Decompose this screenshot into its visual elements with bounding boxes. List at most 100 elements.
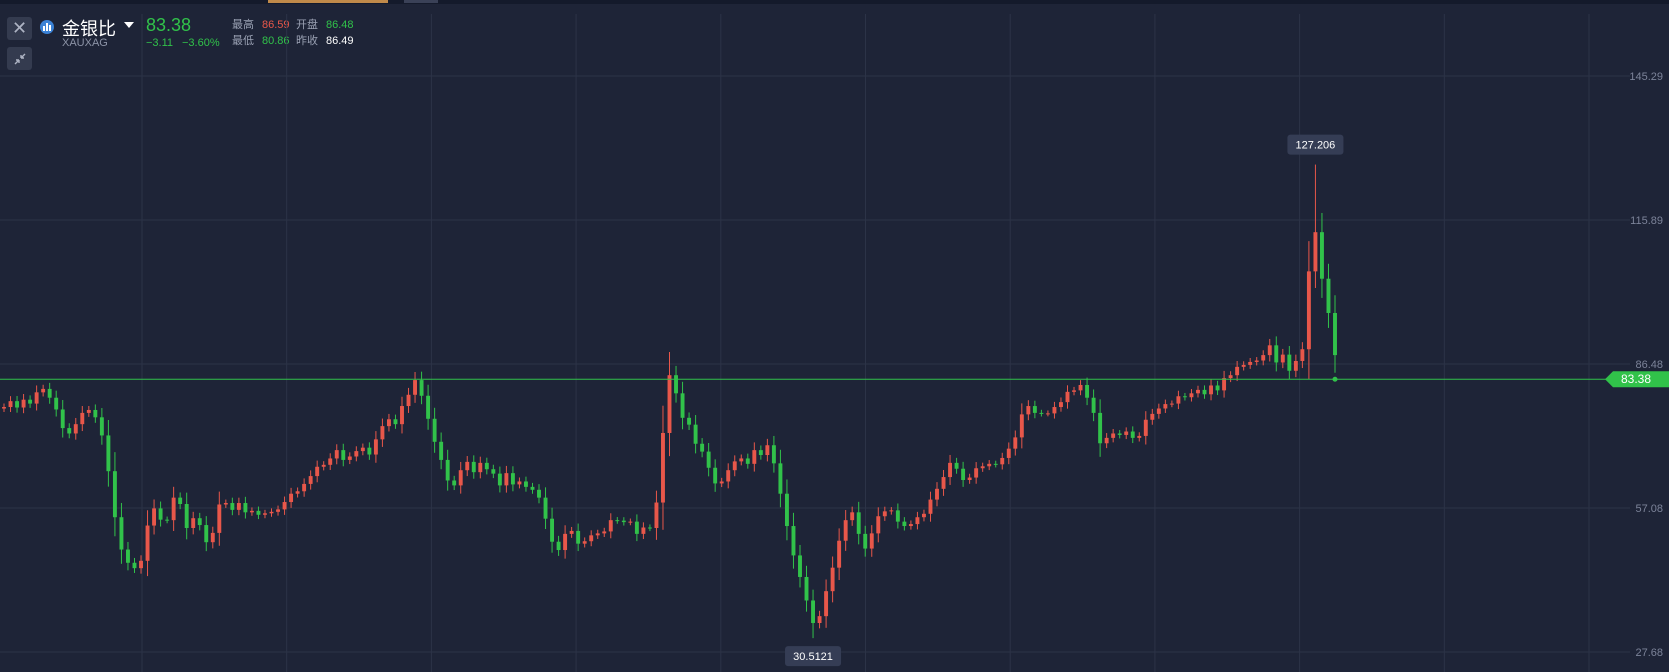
candle-body [954, 462, 959, 469]
y-axis-tick-label: 86.48 [1635, 359, 1663, 371]
candle-body [1065, 391, 1070, 403]
candle-body [419, 380, 424, 396]
current-price-dot [1332, 376, 1338, 382]
candle-body [152, 508, 157, 526]
candle-body [491, 469, 496, 474]
candle-body [661, 432, 665, 503]
stat-high-label: 最高 [232, 19, 254, 31]
candle-body [67, 428, 72, 434]
candle-body [8, 401, 13, 408]
candle-body [1026, 406, 1031, 415]
candle-body [458, 470, 463, 486]
candle-body [863, 533, 868, 549]
candle-body [1280, 354, 1285, 363]
candle-body [1117, 433, 1122, 435]
candle-body [1137, 435, 1142, 438]
candle-body [1313, 232, 1318, 272]
candle-body [980, 466, 985, 469]
max-value-label: 127.206 [1296, 140, 1336, 152]
max-value-tag [1287, 134, 1344, 155]
candle-body [817, 616, 822, 624]
stat-low: 最低 80.86 [232, 32, 290, 48]
candle-body [693, 424, 698, 444]
candle-body [1254, 360, 1259, 362]
top-bar-tab-indicator[interactable] [404, 0, 438, 3]
candle-body [987, 463, 992, 467]
candle-body [1032, 406, 1037, 413]
collapse-button[interactable] [7, 47, 32, 70]
candle-body [1261, 355, 1266, 361]
y-axis-tick-label: 57.08 [1635, 503, 1663, 515]
candle-body [243, 503, 248, 513]
candle-body [15, 401, 20, 408]
candle-body [1176, 396, 1181, 404]
candle-body [249, 510, 254, 513]
candle-body [34, 392, 39, 404]
candle-body [1143, 419, 1148, 436]
candle-body [739, 458, 744, 462]
candle-body [354, 451, 359, 457]
candle-body [295, 491, 300, 494]
candle-body [145, 525, 150, 561]
min-value-label: 30.5121 [793, 651, 833, 663]
candle-body [1189, 393, 1194, 398]
top-bar [0, 0, 1669, 4]
candle-body [1072, 390, 1076, 392]
candle-body [341, 450, 346, 460]
candle-body [1235, 366, 1240, 376]
symbol-name[interactable]: 金银比 [62, 19, 116, 39]
caret-down-icon[interactable] [124, 22, 134, 28]
candle-body [171, 497, 176, 521]
candle-body [621, 520, 626, 523]
candle-body [132, 562, 137, 569]
candle-body [1130, 431, 1135, 438]
candle-body [654, 502, 659, 528]
collapse-arrows-icon [14, 53, 25, 64]
candle-body [230, 503, 235, 510]
candle-body [732, 461, 737, 471]
candle-body [543, 497, 548, 519]
candle-body [1182, 396, 1187, 398]
symbol-code: XAUXAG [62, 37, 108, 49]
candle-body [967, 477, 972, 480]
candle-body [1124, 431, 1129, 435]
candle-body [432, 418, 437, 442]
stat-prev-label: 昨收 [296, 35, 318, 47]
candle-body [634, 521, 639, 534]
last-price: 83.38 [146, 15, 192, 35]
candle-body [752, 450, 757, 464]
candle-body [1169, 403, 1174, 405]
candle-body [119, 517, 124, 550]
candle-body [1156, 408, 1161, 414]
candle-body [178, 497, 183, 504]
stat-open-label: 开盘 [296, 19, 318, 31]
candle-body [719, 481, 724, 484]
candle-body [60, 409, 65, 429]
stat-low-label: 最低 [232, 35, 254, 47]
candle-body [197, 518, 202, 526]
candle-body [778, 463, 783, 494]
top-bar-tab-indicator[interactable] [268, 0, 388, 3]
candle-body [1326, 278, 1331, 313]
candle-body [204, 525, 209, 543]
stat-low-value: 80.86 [262, 35, 290, 47]
candle-body [647, 527, 652, 529]
candle-body [308, 476, 313, 484]
candle-body [758, 450, 763, 456]
candle-body [497, 473, 502, 486]
candle-body [961, 468, 966, 480]
candle-body [1091, 397, 1096, 413]
y-axis-tick-label: 27.68 [1635, 647, 1663, 659]
candle-body [804, 576, 809, 601]
candle-body [856, 512, 861, 534]
close-button[interactable]: ✕ [7, 17, 32, 40]
candle-body [908, 524, 913, 527]
candle-body [21, 399, 26, 408]
candle-body [106, 435, 111, 472]
candle-body [850, 512, 855, 521]
candle-body [236, 503, 241, 510]
candle-body [321, 464, 326, 467]
candle-body [556, 541, 561, 551]
candle-body [993, 463, 998, 465]
